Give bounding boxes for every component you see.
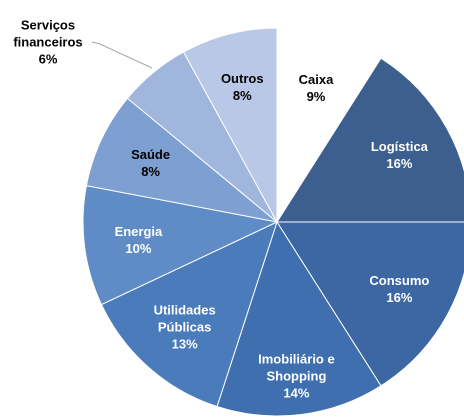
category-label: Imobiliário e Shopping (258, 351, 335, 384)
value-label: 8% (141, 163, 160, 179)
category-label: Energia (114, 223, 163, 239)
value-label: 6% (38, 51, 58, 67)
slice-label: Saúde 8% (101, 146, 201, 180)
pie-slice (276, 57, 464, 223)
slice-label: Utilidades Públicas 13% (140, 301, 230, 352)
value-label: 10% (125, 240, 152, 256)
category-label: Serviços financeiros (13, 17, 83, 50)
pie-slice (182, 27, 278, 223)
category-label: Utilidades Públicas (153, 302, 216, 335)
value-label: 8% (232, 87, 252, 103)
category-label: Caixa (298, 71, 334, 87)
slice-label: Energia 10% (88, 223, 188, 257)
slice-label: Consumo 16% (349, 272, 449, 306)
category-label: Outros (220, 70, 264, 86)
value-label: 13% (171, 336, 198, 352)
pie-slice (276, 221, 464, 387)
slice-label: Imobiliário e Shopping 14% (241, 350, 351, 401)
value-label: 16% (386, 290, 413, 306)
pie-slice (82, 185, 279, 306)
slice-label: Logística 16% (349, 138, 449, 172)
slice-label: Serviços financeiros 6% (3, 17, 93, 68)
pie-slice (100, 221, 278, 408)
pie-slice (85, 97, 278, 223)
pie-slice (276, 27, 382, 224)
value-label: 16% (386, 155, 413, 171)
category-label: Logística (370, 138, 428, 154)
value-label: 9% (306, 88, 326, 104)
pie-slice (216, 220, 382, 417)
slice-label: Outros 8% (192, 70, 292, 104)
slice-label: Caixa 9% (266, 71, 366, 105)
leader-line (91, 41, 153, 69)
category-label: Saúde (131, 146, 171, 162)
category-label: Consumo (369, 273, 430, 289)
value-label: 14% (283, 385, 310, 401)
